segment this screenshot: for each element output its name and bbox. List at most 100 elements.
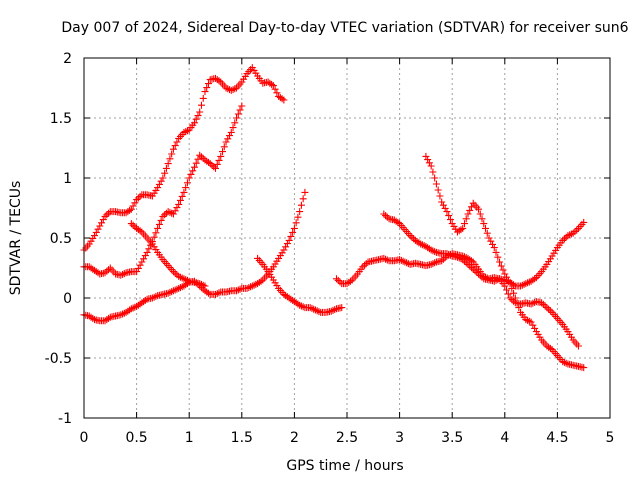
axis-ticks: 0 0.5 1 1.5 2 2.5 3 3.5 4 4.5 5 2 1.5 1 0.5 0 -0.5 -1 [45, 51, 615, 446]
data-point [119, 310, 127, 318]
data-point [252, 280, 260, 288]
data-point [204, 289, 212, 297]
data-point [117, 271, 125, 279]
y-axis-label: SDTVAR / TECUs [8, 181, 24, 296]
data-point [560, 358, 568, 366]
data-point [131, 223, 139, 231]
data-point [175, 200, 183, 208]
data-point [131, 303, 139, 311]
data-point [455, 254, 463, 262]
data-point [180, 128, 188, 136]
data-point [457, 226, 465, 234]
data-point [197, 101, 205, 109]
data-point [231, 119, 239, 127]
data-point [531, 275, 539, 283]
data-point [408, 233, 416, 241]
y-tick-label: -0.5 [45, 351, 72, 367]
data-point [234, 286, 242, 294]
data-point [501, 270, 509, 278]
data-point [417, 240, 425, 248]
data-point [425, 245, 433, 253]
data-point [345, 278, 353, 286]
data-point [538, 299, 546, 307]
data-point [269, 82, 277, 90]
data-point [133, 268, 141, 276]
data-point [276, 94, 284, 102]
data-point [213, 76, 221, 84]
data-point [503, 286, 511, 294]
data-point [136, 192, 144, 200]
data-point [129, 304, 137, 312]
data-point [429, 168, 437, 176]
data-point [217, 152, 225, 160]
data-point [248, 282, 256, 290]
data-point [219, 148, 227, 156]
data-point [210, 163, 218, 171]
data-point [499, 266, 507, 274]
data-point [182, 276, 190, 284]
data-point [425, 159, 433, 167]
data-point [529, 321, 537, 329]
data-point [136, 261, 144, 269]
data-point [464, 254, 472, 262]
data-point [390, 216, 398, 224]
data-point [562, 359, 570, 367]
series-track-1 [80, 64, 288, 254]
data-point [462, 259, 470, 267]
data-point [161, 211, 169, 219]
data-point [564, 232, 572, 240]
data-point [334, 276, 342, 284]
data-point [199, 154, 207, 162]
x-tick-label: 3 [395, 430, 404, 446]
data-point [171, 269, 179, 277]
data-point [420, 242, 428, 250]
data-point [285, 236, 293, 244]
data-point [306, 304, 314, 312]
data-point [427, 162, 435, 170]
data-point [233, 287, 241, 295]
data-point [494, 253, 502, 261]
data-point [464, 210, 472, 218]
data-point [141, 296, 149, 304]
data-point [203, 288, 211, 296]
data-point [438, 198, 446, 206]
data-point [301, 188, 309, 196]
data-point [120, 270, 128, 278]
data-point [183, 276, 191, 284]
data-point [150, 293, 158, 301]
data-point [164, 160, 172, 168]
data-point [380, 254, 388, 262]
data-point [148, 294, 156, 302]
data-point [176, 196, 184, 204]
data-point [292, 219, 300, 227]
data-point [236, 106, 244, 114]
data-point [159, 174, 167, 182]
data-point [99, 216, 107, 224]
data-point [478, 215, 486, 223]
data-point [243, 284, 251, 292]
data-point [196, 151, 204, 159]
data-point [494, 276, 502, 284]
data-point [382, 255, 390, 263]
data-point [176, 284, 184, 292]
data-point [127, 205, 135, 213]
data-point [190, 119, 198, 127]
data-point [85, 263, 93, 271]
data-point [501, 282, 509, 290]
data-point [361, 261, 369, 269]
data-point [313, 307, 321, 315]
data-point [422, 242, 430, 250]
data-point [234, 110, 242, 118]
data-point [475, 270, 482, 278]
data-point [460, 220, 468, 228]
data-point [434, 186, 442, 194]
data-point [180, 275, 188, 283]
data-point [145, 245, 153, 253]
data-point [476, 210, 484, 218]
data-point [527, 318, 535, 326]
data-point [157, 177, 165, 185]
data-point [459, 224, 467, 232]
data-point [310, 305, 318, 313]
data-point [152, 229, 160, 237]
data-point [180, 282, 188, 290]
